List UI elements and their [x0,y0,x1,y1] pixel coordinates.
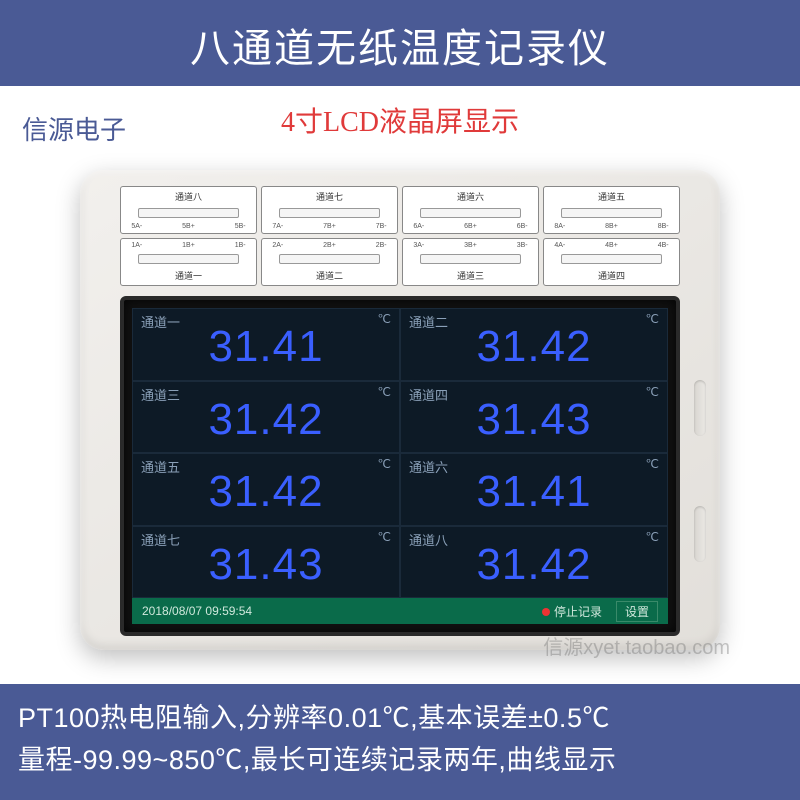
channel-unit: ℃ [378,457,391,471]
channel-cell[interactable]: 通道一 ℃ 31.41 [132,308,400,381]
channel-cell[interactable]: 通道五 ℃ 31.42 [132,453,400,526]
channel-unit: ℃ [646,385,659,399]
channel-name: 通道三 [141,385,180,404]
channel-unit: ℃ [378,530,391,544]
footer-band: PT100热电阻输入,分辨率0.01℃,基本误差±0.5℃ 量程-99.99~8… [0,684,800,800]
channel-cell[interactable]: 通道七 ℃ 31.43 [132,526,400,599]
channel-unit: ℃ [378,385,391,399]
physical-button-top[interactable] [694,380,706,436]
lcd-screen: 通道一 ℃ 31.41 通道二 ℃ 31.42 通道三 ℃ 31.42 通道四 ℃ 31.43 通道五 ℃… [132,308,668,624]
terminal-label: 通道三 [457,269,484,282]
record-toggle[interactable]: 停止记录 [542,603,602,620]
terminal-slot-icon [561,254,663,264]
terminal-label: 通道一 [175,269,202,282]
channel-cell[interactable]: 通道三 ℃ 31.42 [132,381,400,454]
channel-value: 31.42 [476,322,591,372]
terminal-label: 通道五 [598,190,625,203]
terminal-pins: 3A-3B+3B- [413,242,527,249]
channel-cell[interactable]: 通道六 ℃ 31.41 [400,453,668,526]
record-dot-icon [542,608,550,616]
channel-name: 通道四 [409,385,448,404]
terminal-port: 通道六 6A-6B+6B- [402,186,539,234]
channel-value: 31.41 [476,467,591,517]
channel-name: 通道二 [409,312,448,331]
header-band: 八通道无纸温度记录仪 [0,0,800,86]
channel-value: 31.42 [476,540,591,590]
terminal-port: 1A-1B+1B- 通道一 [120,238,257,286]
channel-value: 31.42 [208,395,323,445]
channel-value: 31.43 [476,395,591,445]
terminal-block: 通道八 5A-5B+5B- 通道七 7A-7B+7B- 通道六 6A-6B+6B- 通道五 8… [120,186,680,286]
terminal-port: 通道五 8A-8B+8B- [543,186,680,234]
physical-buttons [694,380,706,562]
channel-value: 31.42 [208,467,323,517]
terminal-pins: 6A-6B+6B- [413,223,527,230]
terminal-label: 通道八 [175,190,202,203]
terminal-port: 通道七 7A-7B+7B- [261,186,398,234]
watermark-text: 信源xyet.taobao.com [543,631,730,660]
channel-name: 通道一 [141,312,180,331]
footer-line-1: PT100热电阻输入,分辨率0.01℃,基本误差±0.5℃ [18,698,782,740]
terminal-slot-icon [420,208,522,218]
terminal-slot-icon [279,208,381,218]
terminal-port: 3A-3B+3B- 通道三 [402,238,539,286]
physical-button-bottom[interactable] [694,506,706,562]
terminal-pins: 7A-7B+7B- [272,223,386,230]
lcd-frame: 通道一 ℃ 31.41 通道二 ℃ 31.42 通道三 ℃ 31.42 通道四 ℃ 31.43 通道五 ℃… [120,296,680,636]
channel-cell[interactable]: 通道四 ℃ 31.43 [400,381,668,454]
terminal-slot-icon [138,208,240,218]
terminal-port: 4A-4B+4B- 通道四 [543,238,680,286]
channel-name: 通道五 [141,457,180,476]
brand-label: 信源电子 [22,110,126,147]
channel-unit: ℃ [378,312,391,326]
terminal-pins: 2A-2B+2B- [272,242,386,249]
status-datetime: 2018/08/07 09:59:54 [142,604,252,618]
settings-button[interactable]: 设置 [616,601,658,622]
channel-unit: ℃ [646,530,659,544]
channel-cell[interactable]: 通道二 ℃ 31.42 [400,308,668,381]
terminal-pins: 1A-1B+1B- [131,242,245,249]
terminal-pins: 5A-5B+5B- [131,223,245,230]
terminal-slot-icon [279,254,381,264]
terminal-slot-icon [138,254,240,264]
terminal-label: 通道二 [316,269,343,282]
channel-name: 通道六 [409,457,448,476]
channel-value: 31.43 [208,540,323,590]
terminal-port: 2A-2B+2B- 通道二 [261,238,398,286]
terminal-label: 通道六 [457,190,484,203]
channel-name: 通道七 [141,530,180,549]
terminal-label: 通道七 [316,190,343,203]
terminal-slot-icon [561,208,663,218]
page-title: 八通道无纸温度记录仪 [190,27,610,71]
terminal-port: 通道八 5A-5B+5B- [120,186,257,234]
channel-name: 通道八 [409,530,448,549]
channel-unit: ℃ [646,312,659,326]
terminal-slot-icon [420,254,522,264]
channel-grid: 通道一 ℃ 31.41 通道二 ℃ 31.42 通道三 ℃ 31.42 通道四 ℃ 31.43 通道五 ℃… [132,308,668,598]
terminal-label: 通道四 [598,269,625,282]
channel-unit: ℃ [646,457,659,471]
status-bar: 2018/08/07 09:59:54 停止记录 设置 [132,598,668,624]
terminal-pins: 4A-4B+4B- [554,242,668,249]
terminal-pins: 8A-8B+8B- [554,223,668,230]
device-body: 通道八 5A-5B+5B- 通道七 7A-7B+7B- 通道六 6A-6B+6B- 通道五 8… [80,170,720,650]
footer-line-2: 量程-99.99~850℃,最长可连续记录两年,曲线显示 [18,740,782,782]
channel-cell[interactable]: 通道八 ℃ 31.42 [400,526,668,599]
channel-value: 31.41 [208,322,323,372]
